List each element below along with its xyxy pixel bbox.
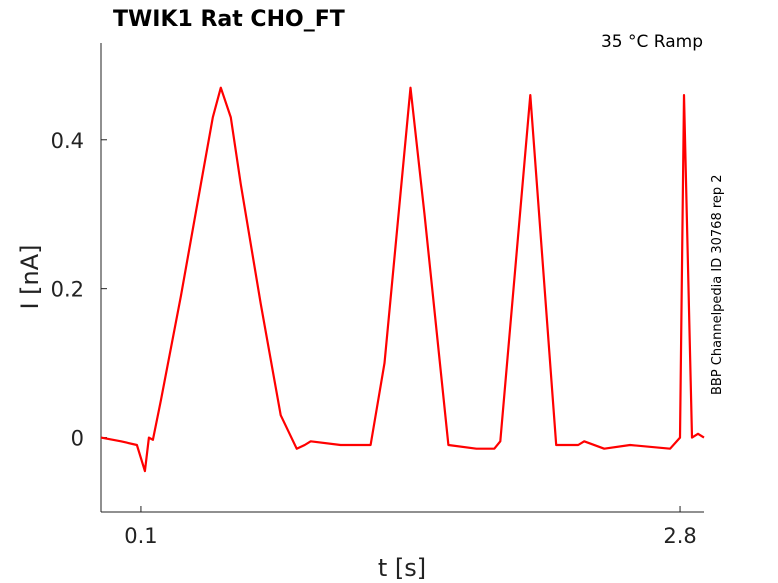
current-trace-1 [100, 86, 705, 473]
y-ticks: 0 0.2 0.4 [51, 129, 107, 451]
chart-title: TWIK1 Rat CHO_FT [113, 7, 345, 32]
y-tick-label: 0.2 [51, 278, 84, 302]
y-tick-label: 0.4 [51, 129, 84, 153]
x-tick-label: 2.8 [663, 524, 696, 548]
x-tick-label: 0.1 [124, 524, 157, 548]
y-axis-label: I [nA] [16, 244, 44, 309]
x-axis-label: t [s] [378, 554, 426, 582]
chart-subtitle: 35 °C Ramp [601, 32, 703, 52]
traces [100, 86, 705, 473]
y-tick-label: 0 [71, 427, 84, 451]
side-note: BBP Channelpedia ID 30768 rep 2 [710, 174, 725, 395]
x-ticks: 0.1 2.8 [124, 506, 697, 548]
